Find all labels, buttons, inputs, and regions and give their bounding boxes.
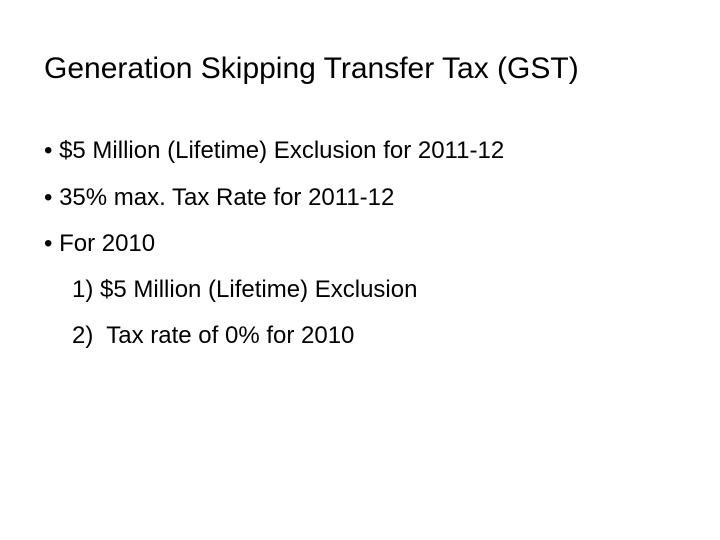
bullet: • 35% max. Tax Rate for 2011-12 (44, 184, 395, 211)
slide-title: Generation Skipping Transfer Tax (GST) (44, 52, 579, 85)
sub-item: 2) Tax rate of 0% for 2010 (72, 322, 355, 349)
bullet: • $5 Million (Lifetime) Exclusion for 20… (44, 137, 505, 164)
bullet: • For 2010 (44, 230, 156, 257)
sub-item: 1) $5 Million (Lifetime) Exclusion (72, 276, 418, 303)
